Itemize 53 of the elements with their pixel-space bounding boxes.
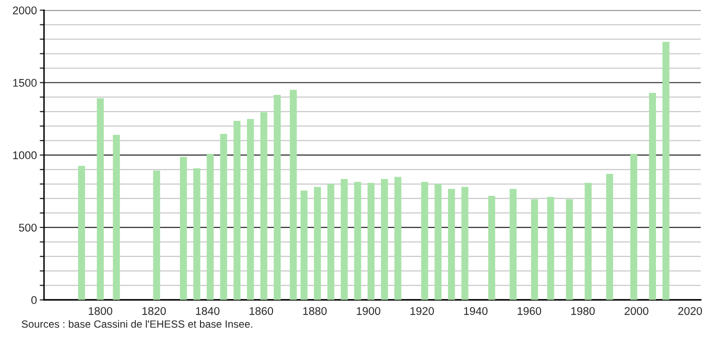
bar	[340, 178, 348, 300]
x-tick-label: 1860	[250, 307, 274, 315]
x-tick-label: 1800	[88, 307, 112, 315]
bar	[630, 154, 638, 300]
x-tick-label: 1880	[303, 307, 327, 315]
x-tick-label: 1900	[356, 307, 380, 315]
bar	[290, 90, 297, 300]
bar	[606, 174, 614, 300]
bar	[394, 176, 402, 300]
bar	[300, 190, 308, 300]
x-tick-label: 1820	[142, 307, 166, 315]
bar	[153, 170, 160, 300]
source-note: Sources : base Cassini de l'EHESS et base Insee.	[22, 320, 252, 328]
x-tick-label: 1940	[464, 307, 488, 315]
bar	[193, 168, 200, 300]
bar	[234, 120, 241, 300]
bar	[96, 98, 104, 300]
bar	[380, 178, 388, 300]
bar	[78, 166, 86, 300]
bar	[354, 182, 362, 300]
bar	[448, 188, 455, 300]
bar	[327, 184, 334, 300]
bar	[566, 199, 573, 300]
x-tick-label: 1920	[410, 307, 434, 315]
bar	[112, 134, 120, 300]
y-tick-label: 500	[18, 224, 37, 232]
y-tick-label: 1500	[13, 78, 37, 87]
bar	[649, 92, 656, 300]
bar	[246, 118, 254, 300]
y-tick-label: 2000	[12, 6, 37, 14]
bar	[461, 186, 468, 300]
bar	[274, 94, 281, 300]
bar	[662, 42, 670, 300]
bar	[260, 112, 268, 300]
bar	[220, 134, 228, 300]
x-tick-label: 2020	[678, 307, 702, 315]
y-tick-label: 1000	[13, 151, 37, 160]
bar	[510, 188, 517, 300]
x-tick-label: 1980	[571, 307, 595, 315]
bar	[531, 199, 538, 300]
bar	[488, 196, 496, 300]
x-tick-label: 1840	[196, 307, 220, 315]
y-tick-label: 0	[31, 296, 37, 304]
x-tick-label: 1960	[518, 307, 542, 315]
bar	[180, 156, 187, 300]
bar	[434, 184, 442, 300]
bar	[584, 182, 592, 300]
bar	[421, 182, 428, 300]
bar	[206, 154, 214, 300]
bar	[368, 182, 375, 300]
bar	[314, 186, 321, 300]
x-tick-label: 2000	[624, 307, 648, 315]
bar	[547, 196, 554, 300]
